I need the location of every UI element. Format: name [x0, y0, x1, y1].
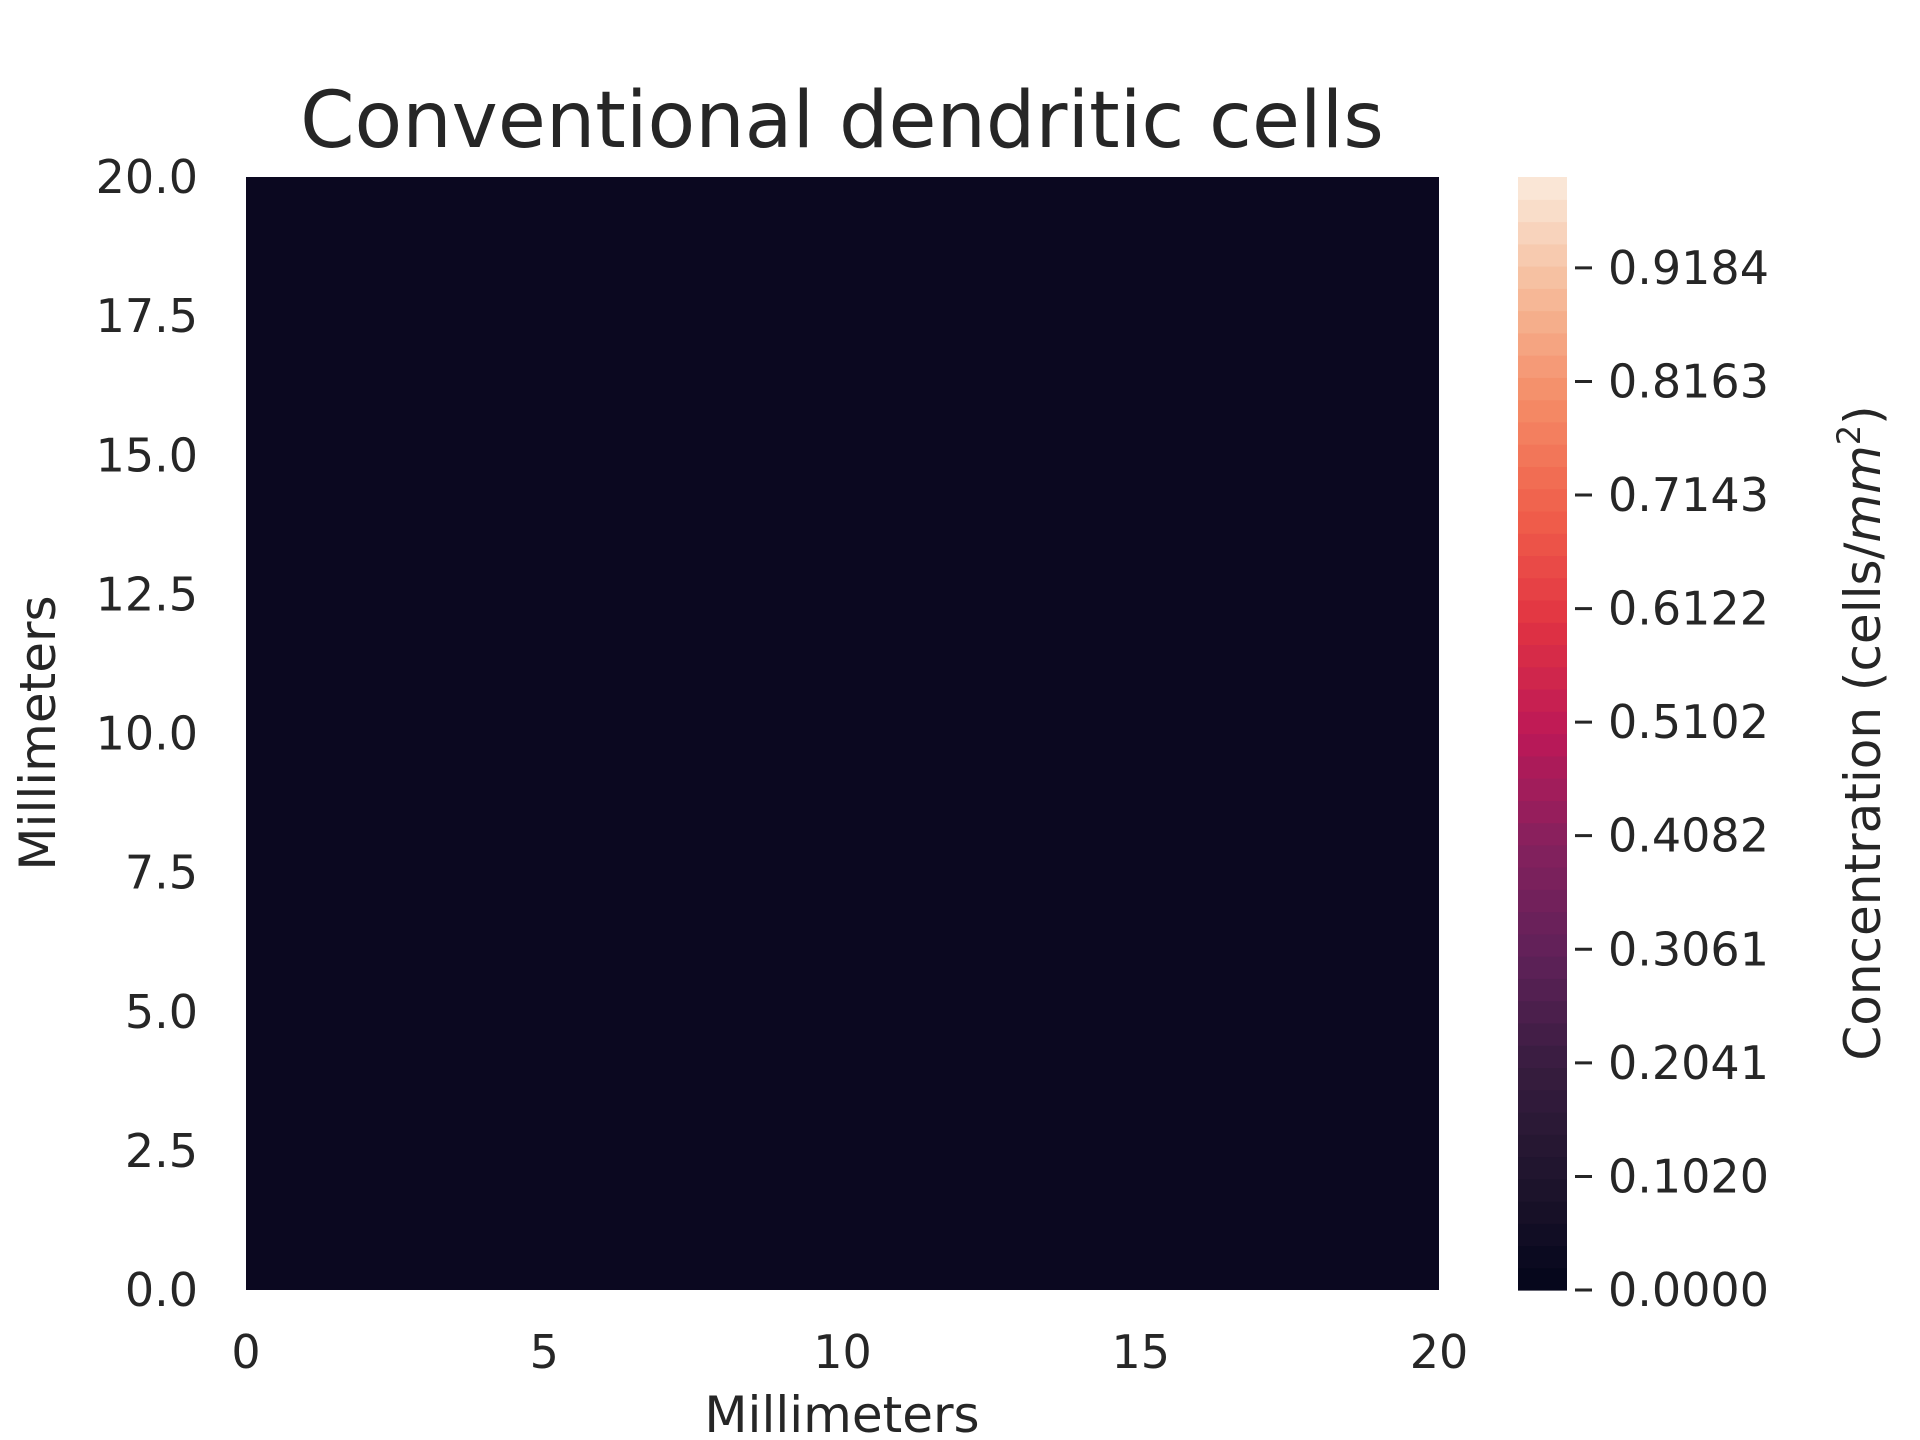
x-tick-label: 0	[231, 1325, 260, 1379]
colorbar-segment	[1518, 399, 1567, 423]
colorbar-segment	[1518, 355, 1567, 378]
colorbar-segment	[1518, 800, 1567, 824]
x-tick-label: 10	[813, 1325, 872, 1379]
colorbar-segment	[1518, 644, 1567, 668]
colorbar-segment	[1518, 266, 1567, 289]
colorbar-segment	[1518, 577, 1567, 601]
colorbar-segment	[1518, 889, 1567, 913]
colorbar-segment	[1518, 332, 1567, 356]
colorbar-tick-label: 0.7143	[1608, 468, 1769, 522]
colorbar-segment	[1518, 599, 1567, 623]
colorbar-segment	[1518, 911, 1567, 935]
colorbar-segment	[1518, 1067, 1567, 1091]
colorbar-segment	[1518, 533, 1567, 557]
colorbar-segment	[1518, 1156, 1567, 1180]
colorbar-segment	[1518, 377, 1567, 401]
colorbar-segment	[1518, 1134, 1567, 1158]
colorbar-segment	[1518, 243, 1567, 267]
y-tick-label: 2.5	[125, 1124, 198, 1178]
colorbar-segment	[1518, 867, 1567, 890]
y-tick-label: 20.0	[96, 150, 198, 204]
colorbar-tick-label: 0.0000	[1608, 1263, 1769, 1317]
colorbar-segment	[1518, 555, 1567, 579]
y-tick-label: 7.5	[125, 846, 198, 900]
colorbar-segment	[1518, 1200, 1567, 1224]
y-tick-label: 15.0	[96, 428, 198, 482]
colorbar-segment	[1518, 488, 1567, 512]
x-tick-label: 5	[530, 1325, 559, 1379]
colorbar-segment	[1518, 688, 1567, 712]
colorbar-tick-label: 0.5102	[1608, 695, 1769, 749]
colorbar-segment	[1518, 310, 1567, 334]
y-axis-label: Millimeters	[9, 595, 67, 870]
colorbar-segment	[1518, 711, 1567, 735]
colorbar-segment	[1518, 1267, 1567, 1291]
colorbar-segment	[1518, 1000, 1567, 1024]
colorbar-label-text: Concentration (cells/	[1834, 542, 1892, 1060]
colorbar-segment	[1518, 421, 1567, 445]
colorbar-segment	[1518, 1223, 1567, 1247]
colorbar-segment	[1518, 1111, 1567, 1135]
colorbar-segment	[1518, 622, 1567, 646]
colorbar-segment	[1518, 1245, 1567, 1269]
colorbar-tick-label: 0.8163	[1608, 354, 1769, 408]
y-tick-label: 0.0	[125, 1263, 198, 1317]
colorbar-segment	[1518, 978, 1567, 1002]
colorbar-segment	[1518, 1089, 1567, 1113]
y-tick-label: 10.0	[96, 707, 198, 761]
colorbar-segment	[1518, 199, 1567, 223]
colorbar-segment	[1518, 177, 1567, 200]
chart-title: Conventional dendritic cells	[300, 76, 1384, 166]
colorbar	[1518, 177, 1567, 1291]
colorbar-segment	[1518, 844, 1567, 868]
x-axis-ticks: 0 5 10 15 20	[231, 1325, 1468, 1379]
colorbar-segment	[1518, 466, 1567, 490]
colorbar-segment	[1518, 1178, 1567, 1202]
colorbar-segment	[1518, 288, 1567, 312]
x-tick-label: 15	[1111, 1325, 1170, 1379]
y-tick-label: 17.5	[96, 289, 198, 343]
colorbar-label-close: )	[1834, 405, 1892, 425]
colorbar-segment	[1518, 221, 1567, 245]
colorbar-tick-label: 0.6122	[1608, 582, 1769, 636]
y-tick-label: 5.0	[125, 985, 198, 1039]
colorbar-segment	[1518, 755, 1567, 779]
colorbar-segment	[1518, 733, 1567, 757]
colorbar-tick-label: 0.2041	[1608, 1036, 1769, 1090]
colorbar-segment	[1518, 1022, 1567, 1046]
colorbar-tick-label: 0.3061	[1608, 922, 1769, 976]
x-tick-label: 20	[1410, 1325, 1469, 1379]
x-axis-label: Millimeters	[704, 1386, 979, 1440]
heatmap-area	[246, 177, 1439, 1290]
colorbar-label: Concentration (cells/mm2)	[1830, 405, 1892, 1060]
colorbar-label-unit: mm	[1834, 445, 1892, 542]
colorbar-segment	[1518, 956, 1567, 979]
y-tick-label: 12.5	[96, 567, 198, 621]
colorbar-segment	[1518, 1045, 1567, 1068]
colorbar-ticks: 0.0000 0.1020 0.2041 0.3061 0.4082 0.5102 0.61…	[1575, 241, 1769, 1317]
colorbar-tick-label: 0.4082	[1608, 809, 1769, 863]
colorbar-segment	[1518, 933, 1567, 957]
colorbar-segment	[1518, 444, 1567, 467]
colorbar-segment	[1518, 666, 1567, 690]
colorbar-segment	[1518, 822, 1567, 846]
colorbar-segment	[1518, 778, 1567, 801]
y-axis-ticks: 0.0 2.5 5.0 7.5 10.0 12.5 15.0 17.5 20.0	[96, 150, 198, 1317]
colorbar-label-exponent: 2	[1830, 425, 1868, 445]
colorbar-tick-label: 0.1020	[1608, 1149, 1769, 1203]
colorbar-tick-label: 0.9184	[1608, 241, 1769, 295]
colorbar-segment	[1518, 510, 1567, 534]
